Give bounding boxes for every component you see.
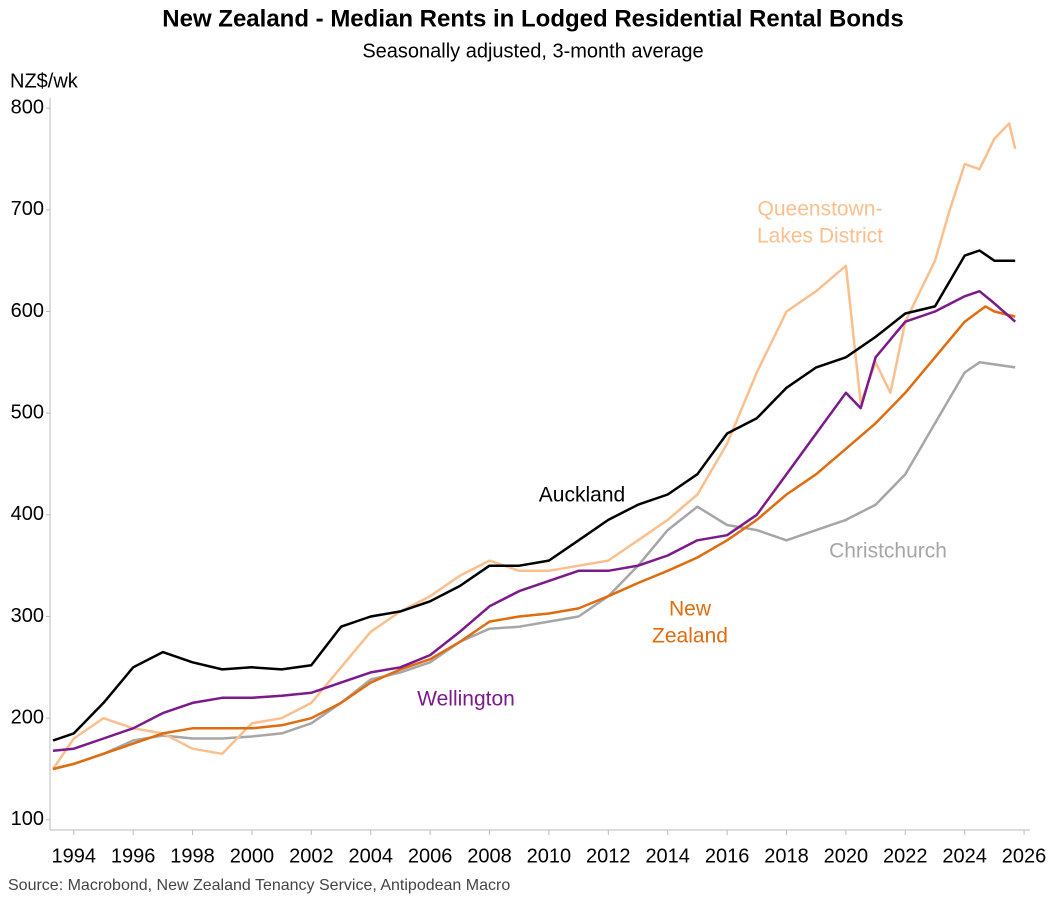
y-tick-label: 400 xyxy=(11,503,44,525)
x-tick-label: 2014 xyxy=(645,845,690,867)
x-tick-label: 1996 xyxy=(111,845,156,867)
y-tick-label: 800 xyxy=(11,96,44,118)
series-label: Auckland xyxy=(539,484,625,507)
series-label: New xyxy=(669,598,712,621)
y-tick-label: 300 xyxy=(11,605,44,627)
series-label: Queenstown- xyxy=(758,198,883,221)
x-tick-label: 2022 xyxy=(883,845,928,867)
source-note: Source: Macrobond, New Zealand Tenancy S… xyxy=(8,877,510,894)
x-tick-label: 2018 xyxy=(764,845,809,867)
series-line xyxy=(51,122,1017,770)
x-tick-label: 2002 xyxy=(289,845,334,867)
x-tick-label: 1994 xyxy=(52,845,97,867)
x-tick-label: 2006 xyxy=(408,845,453,867)
y-tick-label: 100 xyxy=(11,808,44,830)
series-label: Wellington xyxy=(417,688,515,711)
series-label: Zealand xyxy=(652,625,728,648)
x-tick-label: 2020 xyxy=(824,845,869,867)
x-tick-label: 2012 xyxy=(586,845,631,867)
series-label: Christchurch xyxy=(829,540,947,563)
chart-title: New Zealand - Median Rents in Lodged Res… xyxy=(162,5,903,32)
x-tick-label: 2024 xyxy=(942,845,987,867)
x-tick-label: 2004 xyxy=(348,845,393,867)
y-tick-label: 200 xyxy=(11,706,44,728)
x-tick-label: 2010 xyxy=(527,845,572,867)
y-tick-label: 700 xyxy=(11,198,44,220)
y-tick-label: 600 xyxy=(11,300,44,322)
chart-subtitle: Seasonally adjusted, 3-month average xyxy=(362,40,703,62)
y-tick-label: 500 xyxy=(11,401,44,423)
series-line xyxy=(52,361,1016,771)
y-axis-label: NZ$/wk xyxy=(10,70,79,92)
x-tick-label: 2000 xyxy=(230,845,275,867)
x-tick-label: 2026 xyxy=(1002,845,1047,867)
series-line xyxy=(52,249,1016,742)
x-tick-label: 2008 xyxy=(467,845,512,867)
series-line xyxy=(52,305,1016,771)
series-line xyxy=(52,289,1017,752)
series-label: Lakes District xyxy=(757,225,883,248)
x-tick-label: 1998 xyxy=(170,845,215,867)
x-tick-label: 2016 xyxy=(705,845,750,867)
